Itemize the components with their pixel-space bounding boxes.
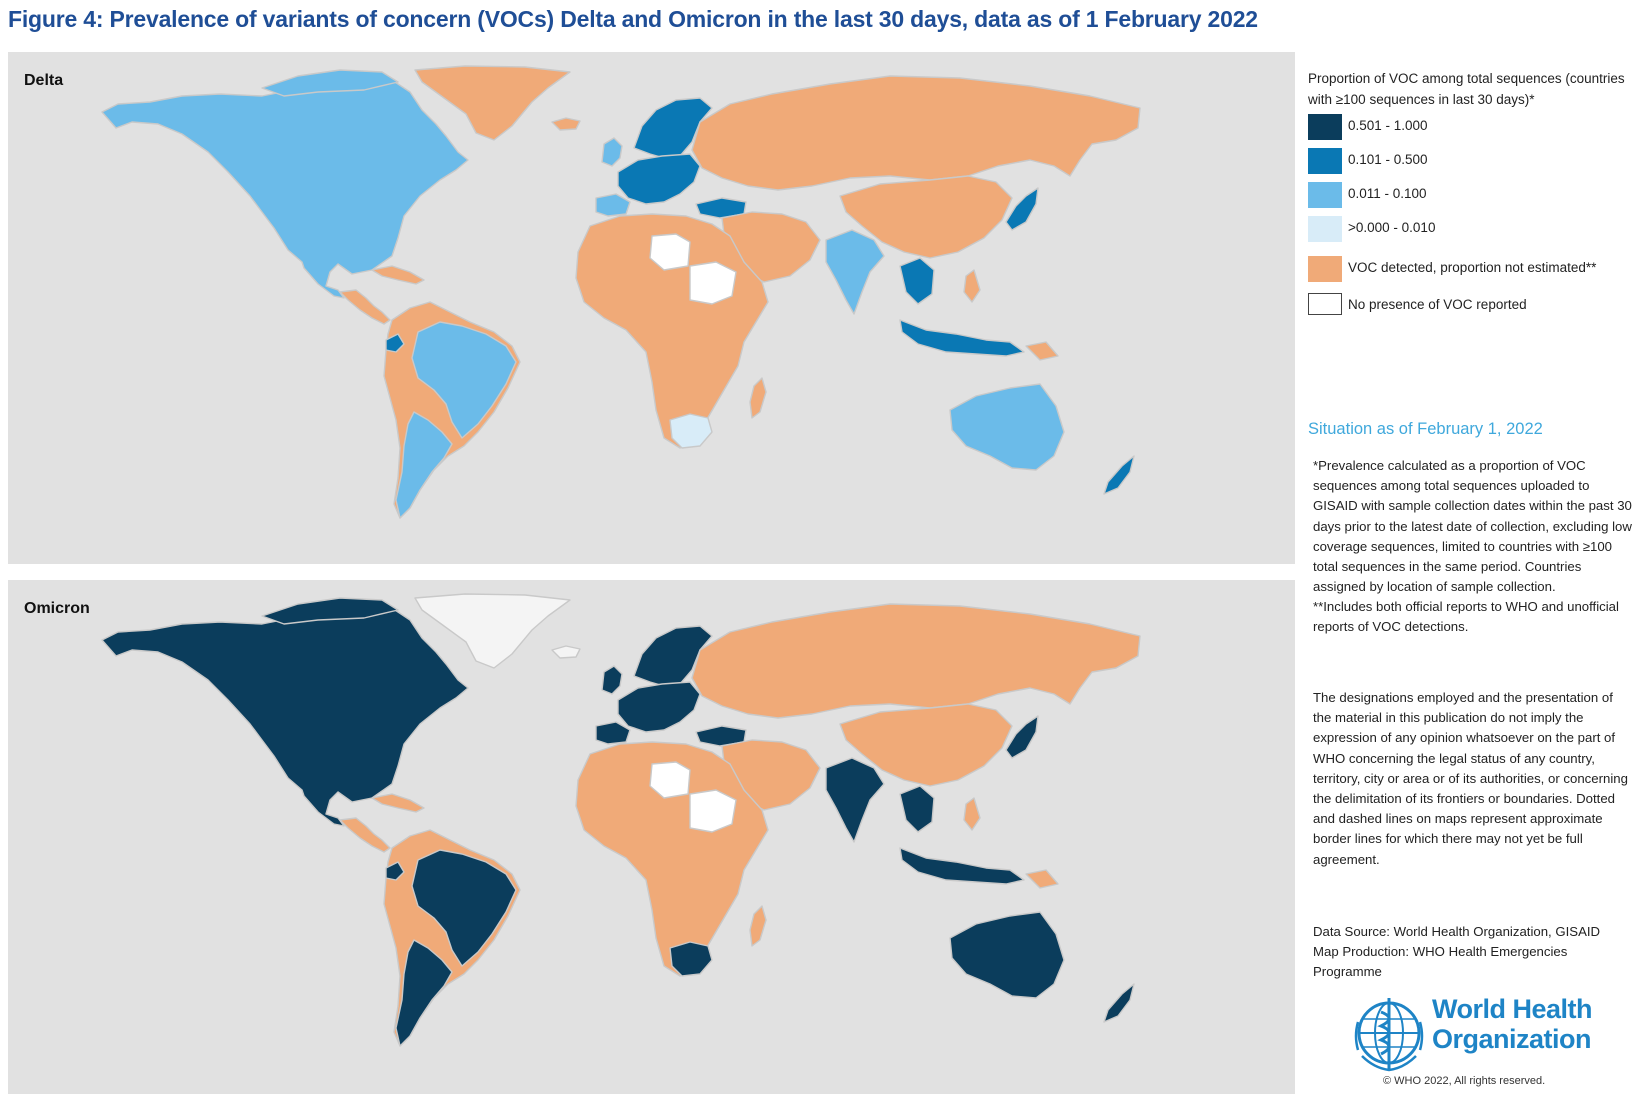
legend-title: Proportion of VOC among total sequences … bbox=[1308, 71, 1625, 107]
region-southeast-asia bbox=[899, 257, 935, 305]
legend-panel: Proportion of VOC among total sequences … bbox=[1298, 52, 1639, 1099]
who-logo: World Health Organization bbox=[1350, 990, 1630, 1080]
figure-title: Figure 4: Prevalence of variants of conc… bbox=[8, 6, 1258, 32]
who-name-line2: Organization bbox=[1432, 1024, 1592, 1054]
region-madagascar bbox=[749, 377, 767, 419]
region-north-america bbox=[101, 605, 469, 827]
region-south-africa bbox=[669, 413, 713, 449]
region-indonesia bbox=[899, 847, 1025, 885]
who-emblem-icon bbox=[1354, 998, 1424, 1072]
legend-item: No presence of VOC reported bbox=[1308, 293, 1633, 319]
region-russia bbox=[691, 603, 1141, 719]
region-western-europe bbox=[617, 153, 701, 205]
region-brazil bbox=[411, 321, 517, 439]
situation-date: Situation as of February 1, 2022 bbox=[1308, 420, 1543, 438]
region-papua bbox=[1025, 341, 1059, 361]
region-australia bbox=[949, 383, 1065, 471]
copyright: © WHO 2022, All rights reserved. bbox=[1383, 1075, 1546, 1087]
region-uk-ireland bbox=[601, 137, 623, 167]
region-iberia bbox=[595, 193, 631, 217]
region-india bbox=[825, 757, 885, 843]
legend-swatch bbox=[1308, 293, 1342, 315]
region-southeast-asia bbox=[899, 785, 935, 833]
region-caribbean bbox=[371, 265, 425, 285]
legend-label: No presence of VOC reported bbox=[1348, 297, 1527, 312]
region-iceland bbox=[551, 117, 581, 131]
region-south-africa bbox=[669, 941, 713, 977]
region-chad-sudan bbox=[689, 261, 737, 305]
region-greenland bbox=[414, 593, 571, 669]
region-greenland bbox=[414, 65, 571, 141]
legend-label: 0.011 - 0.100 bbox=[1348, 186, 1427, 201]
legend-swatch bbox=[1308, 114, 1342, 140]
region-chad-sudan bbox=[689, 789, 737, 833]
region-argentina-chile bbox=[395, 939, 453, 1047]
legend-item: 0.501 - 1.000 bbox=[1308, 114, 1633, 140]
legend-item: 0.101 - 0.500 bbox=[1308, 148, 1633, 174]
region-argentina-chile bbox=[395, 411, 453, 519]
footnote-prevalence: *Prevalence calculated as a proportion o… bbox=[1313, 458, 1632, 595]
legend-swatch bbox=[1308, 182, 1342, 208]
region-new-zealand bbox=[1103, 455, 1135, 495]
region-australia bbox=[949, 911, 1065, 999]
region-philippines bbox=[963, 269, 981, 303]
region-arctic-islands bbox=[261, 597, 399, 625]
legend-label: VOC detected, proportion not estimated** bbox=[1348, 260, 1597, 275]
footnote-reports: **Includes both official reports to WHO … bbox=[1313, 599, 1619, 635]
region-philippines bbox=[963, 797, 981, 831]
region-indonesia bbox=[899, 319, 1025, 357]
region-china bbox=[839, 175, 1013, 259]
omicron-map-panel: Omicron bbox=[8, 580, 1295, 1094]
disclaimer-text: The designations employed and the presen… bbox=[1313, 690, 1628, 867]
region-uk-ireland bbox=[601, 665, 623, 695]
region-brazil bbox=[411, 849, 517, 967]
legend-swatch bbox=[1308, 256, 1342, 282]
region-libya bbox=[649, 233, 691, 271]
region-china bbox=[839, 703, 1013, 787]
region-madagascar bbox=[749, 905, 767, 947]
region-japan bbox=[1005, 187, 1039, 231]
delta-world-map bbox=[101, 65, 1141, 519]
legend-label: 0.501 - 1.000 bbox=[1348, 118, 1428, 133]
legend-item: >0.000 - 0.010 bbox=[1308, 216, 1633, 242]
legend-swatch bbox=[1308, 216, 1342, 242]
map-production: Map Production: WHO Health Emergencies P… bbox=[1313, 944, 1568, 980]
region-north-america bbox=[101, 77, 469, 299]
region-western-europe bbox=[617, 681, 701, 733]
region-japan bbox=[1005, 715, 1039, 759]
data-source: Data Source: World Health Organization, … bbox=[1313, 924, 1601, 939]
region-ecuador bbox=[385, 333, 405, 353]
region-papua bbox=[1025, 869, 1059, 889]
region-arctic-islands bbox=[261, 69, 399, 97]
legend-label: 0.101 - 0.500 bbox=[1348, 152, 1428, 167]
legend-label: >0.000 - 0.010 bbox=[1348, 220, 1436, 235]
region-ecuador bbox=[385, 861, 405, 881]
region-iceland bbox=[551, 645, 581, 659]
delta-label: Delta bbox=[24, 72, 64, 89]
region-india bbox=[825, 229, 885, 315]
who-name-line1: World Health bbox=[1432, 994, 1593, 1024]
legend-item: VOC detected, proportion not estimated** bbox=[1308, 256, 1633, 282]
region-central-america bbox=[339, 817, 391, 853]
legend-swatch bbox=[1308, 148, 1342, 174]
omicron-world-map bbox=[101, 593, 1141, 1047]
omicron-label: Omicron bbox=[24, 600, 90, 617]
region-new-zealand bbox=[1103, 983, 1135, 1023]
region-russia bbox=[691, 75, 1141, 191]
region-iberia bbox=[595, 721, 631, 745]
region-caribbean bbox=[371, 793, 425, 813]
region-central-america bbox=[339, 289, 391, 325]
legend-item: 0.011 - 0.100 bbox=[1308, 182, 1633, 208]
region-libya bbox=[649, 761, 691, 799]
delta-map-panel: Delta bbox=[8, 52, 1295, 564]
